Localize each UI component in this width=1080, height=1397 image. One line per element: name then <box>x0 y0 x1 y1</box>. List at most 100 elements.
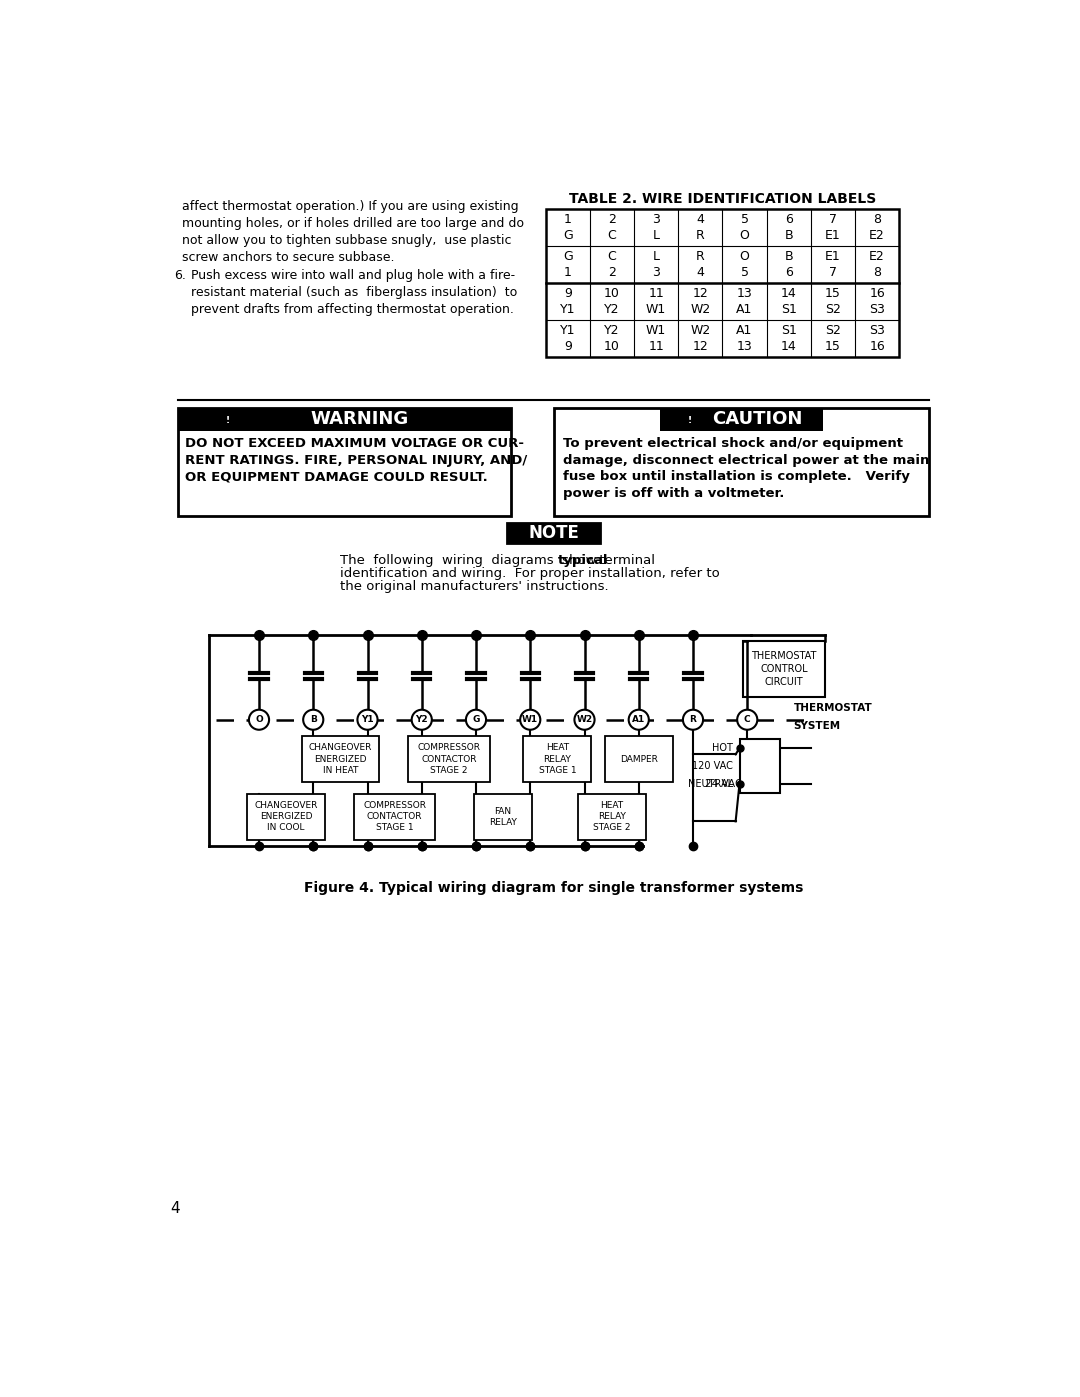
Text: NOTE: NOTE <box>528 524 579 542</box>
Text: 6.: 6. <box>174 270 186 282</box>
Text: typical: typical <box>557 555 608 567</box>
Text: NEUTRAL: NEUTRAL <box>688 778 733 789</box>
Text: 15
S2: 15 S2 <box>825 288 841 316</box>
Text: Figure 4. Typical wiring diagram for single transformer systems: Figure 4. Typical wiring diagram for sin… <box>303 880 804 894</box>
Text: G: G <box>472 715 480 724</box>
Text: A1
13: A1 13 <box>737 324 753 353</box>
Bar <box>177 408 511 515</box>
Bar <box>578 793 646 840</box>
Text: THERMOSTAT
CONTROL
CIRCUIT: THERMOSTAT CONTROL CIRCUIT <box>752 651 816 687</box>
Bar <box>177 408 511 432</box>
Text: 4
R: 4 R <box>696 214 705 242</box>
Circle shape <box>465 710 486 729</box>
Text: 13
A1: 13 A1 <box>737 288 753 316</box>
Text: TABLE 2. WIRE IDENTIFICATION LABELS: TABLE 2. WIRE IDENTIFICATION LABELS <box>569 193 876 207</box>
Circle shape <box>411 710 432 729</box>
Text: S1
14: S1 14 <box>781 324 797 353</box>
Text: Y2
10: Y2 10 <box>604 324 620 353</box>
Text: 9
Y1: 9 Y1 <box>561 288 576 316</box>
Text: COMPRESSOR
CONTACTOR
STAGE 1: COMPRESSOR CONTACTOR STAGE 1 <box>363 800 427 833</box>
Bar <box>743 641 825 697</box>
Text: DAMPER: DAMPER <box>620 754 658 764</box>
Text: G
1: G 1 <box>563 250 572 279</box>
Text: 8
E2: 8 E2 <box>869 214 885 242</box>
Bar <box>507 524 600 543</box>
Text: CAUTION: CAUTION <box>712 411 802 429</box>
Text: terminal: terminal <box>595 555 654 567</box>
Circle shape <box>738 710 757 729</box>
Text: THERMOSTAT: THERMOSTAT <box>794 703 873 714</box>
Text: 11
W1: 11 W1 <box>646 288 666 316</box>
Text: 10
Y2: 10 Y2 <box>604 288 620 316</box>
Bar <box>408 736 489 782</box>
Circle shape <box>303 710 323 729</box>
Circle shape <box>248 710 269 729</box>
Text: DO NOT EXCEED MAXIMUM VOLTAGE OR CUR-
RENT RATINGS. FIRE, PERSONAL INJURY, AND/
: DO NOT EXCEED MAXIMUM VOLTAGE OR CUR- RE… <box>186 437 528 483</box>
Text: 16
S3: 16 S3 <box>869 288 885 316</box>
Text: FAN
RELAY: FAN RELAY <box>489 806 517 827</box>
Bar <box>524 736 592 782</box>
Circle shape <box>629 710 649 729</box>
Bar <box>247 793 325 840</box>
Text: Y1: Y1 <box>361 715 374 724</box>
Text: 1
G: 1 G <box>563 214 572 242</box>
Text: 6
B: 6 B <box>784 214 793 242</box>
Text: 3
L: 3 L <box>652 214 660 242</box>
Text: R: R <box>689 715 697 724</box>
Text: HEAT
RELAY
STAGE 1: HEAT RELAY STAGE 1 <box>539 743 577 774</box>
Text: W1: W1 <box>523 715 538 724</box>
Text: 14
S1: 14 S1 <box>781 288 797 316</box>
Text: affect thermostat operation.) If you are using existing
mounting holes, or if ho: affect thermostat operation.) If you are… <box>181 200 524 264</box>
Bar <box>354 793 435 840</box>
Text: CHANGEOVER
ENERGIZED
IN COOL: CHANGEOVER ENERGIZED IN COOL <box>255 800 318 833</box>
Polygon shape <box>222 412 234 423</box>
Bar <box>605 736 673 782</box>
Bar <box>554 408 930 515</box>
Text: W2: W2 <box>577 715 593 724</box>
Text: 2
C: 2 C <box>608 214 617 242</box>
Text: CHANGEOVER
ENERGIZED
IN HEAT: CHANGEOVER ENERGIZED IN HEAT <box>309 743 373 774</box>
Text: S3
16: S3 16 <box>869 324 885 353</box>
Text: 120 VAC: 120 VAC <box>692 761 733 771</box>
Text: 12
W2: 12 W2 <box>690 288 711 316</box>
Text: A1: A1 <box>632 715 646 724</box>
Text: E2
8: E2 8 <box>869 250 885 279</box>
Text: SYSTEM: SYSTEM <box>794 721 841 731</box>
Bar <box>740 739 780 793</box>
Text: 7
E1: 7 E1 <box>825 214 840 242</box>
Text: 5
O: 5 O <box>740 214 750 242</box>
Text: 4: 4 <box>170 1201 179 1217</box>
Text: C: C <box>744 715 751 724</box>
Text: R
4: R 4 <box>696 250 705 279</box>
Text: The  following  wiring  diagrams  show: The following wiring diagrams show <box>340 555 602 567</box>
Polygon shape <box>684 412 696 423</box>
Text: Push excess wire into wall and plug hole with a fire-
resistant material (such a: Push excess wire into wall and plug hole… <box>191 270 517 316</box>
Text: To prevent electrical shock and/or equipment
damage, disconnect electrical power: To prevent electrical shock and/or equip… <box>563 437 929 500</box>
Text: O
5: O 5 <box>740 250 750 279</box>
Text: C
2: C 2 <box>608 250 617 279</box>
Text: Y2: Y2 <box>416 715 428 724</box>
Circle shape <box>357 710 378 729</box>
Bar <box>660 408 823 432</box>
Bar <box>545 210 900 358</box>
Text: identification and wiring.  For proper installation, refer to: identification and wiring. For proper in… <box>340 567 720 580</box>
Text: O: O <box>255 715 262 724</box>
Text: S2
15: S2 15 <box>825 324 841 353</box>
Text: 24 VAC: 24 VAC <box>704 780 742 789</box>
Text: W2
12: W2 12 <box>690 324 711 353</box>
Text: B
6: B 6 <box>784 250 793 279</box>
Circle shape <box>575 710 595 729</box>
Text: E1
7: E1 7 <box>825 250 840 279</box>
Text: !: ! <box>226 416 230 425</box>
Circle shape <box>521 710 540 729</box>
Text: HOT: HOT <box>713 743 733 753</box>
Text: !: ! <box>688 416 691 425</box>
Text: the original manufacturers' instructions.: the original manufacturers' instructions… <box>340 580 609 594</box>
Bar <box>474 793 532 840</box>
Text: HEAT
RELAY
STAGE 2: HEAT RELAY STAGE 2 <box>593 800 631 833</box>
Bar <box>301 736 379 782</box>
Circle shape <box>683 710 703 729</box>
Text: W1
11: W1 11 <box>646 324 666 353</box>
Text: B: B <box>310 715 316 724</box>
Text: L
3: L 3 <box>652 250 660 279</box>
